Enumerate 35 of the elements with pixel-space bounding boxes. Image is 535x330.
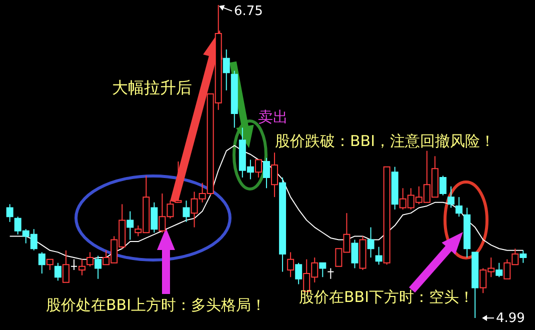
candlestick: [375, 246, 382, 266]
annotation: 股价处在BBI上方时：多头格局！: [46, 296, 266, 314]
candlestick: [254, 159, 262, 178]
candlestick: [94, 255, 102, 280]
candlestick: [496, 262, 503, 278]
candlestick: [295, 262, 302, 285]
annotation: 股价在BBI下方时：空头！: [299, 288, 474, 306]
candlestick: [287, 252, 294, 278]
annotation: 6.75: [234, 4, 263, 19]
candlestick: [150, 202, 158, 234]
candlestick: [271, 152, 278, 198]
candlestick: [174, 161, 182, 203]
candlestick: [38, 252, 46, 274]
candlestick: [367, 226, 374, 258]
candlestick: [520, 250, 527, 264]
candlestick: [439, 175, 446, 196]
annotation: 卖出: [258, 108, 288, 126]
candlestick: [456, 196, 463, 218]
candlestick: [86, 252, 94, 267]
candlestick: [54, 262, 62, 282]
candlestick: [78, 258, 86, 276]
annotation: 股价跌破：BBI，注意回撤风险！: [275, 132, 496, 150]
candlestick: [327, 268, 334, 280]
candlestick: [6, 204, 14, 222]
candlestick: [62, 250, 70, 283]
candlestick: [222, 48, 230, 91]
candlestick: [46, 258, 54, 270]
candlestick: [447, 186, 454, 208]
annotation: 4.99: [496, 311, 525, 326]
candlestick: [262, 157, 270, 189]
annotation: 大幅拉升后: [112, 78, 192, 97]
candlestick: [351, 239, 358, 269]
candlestick: [126, 210, 134, 240]
candlestick: [182, 200, 190, 222]
candlestick: [319, 262, 326, 278]
